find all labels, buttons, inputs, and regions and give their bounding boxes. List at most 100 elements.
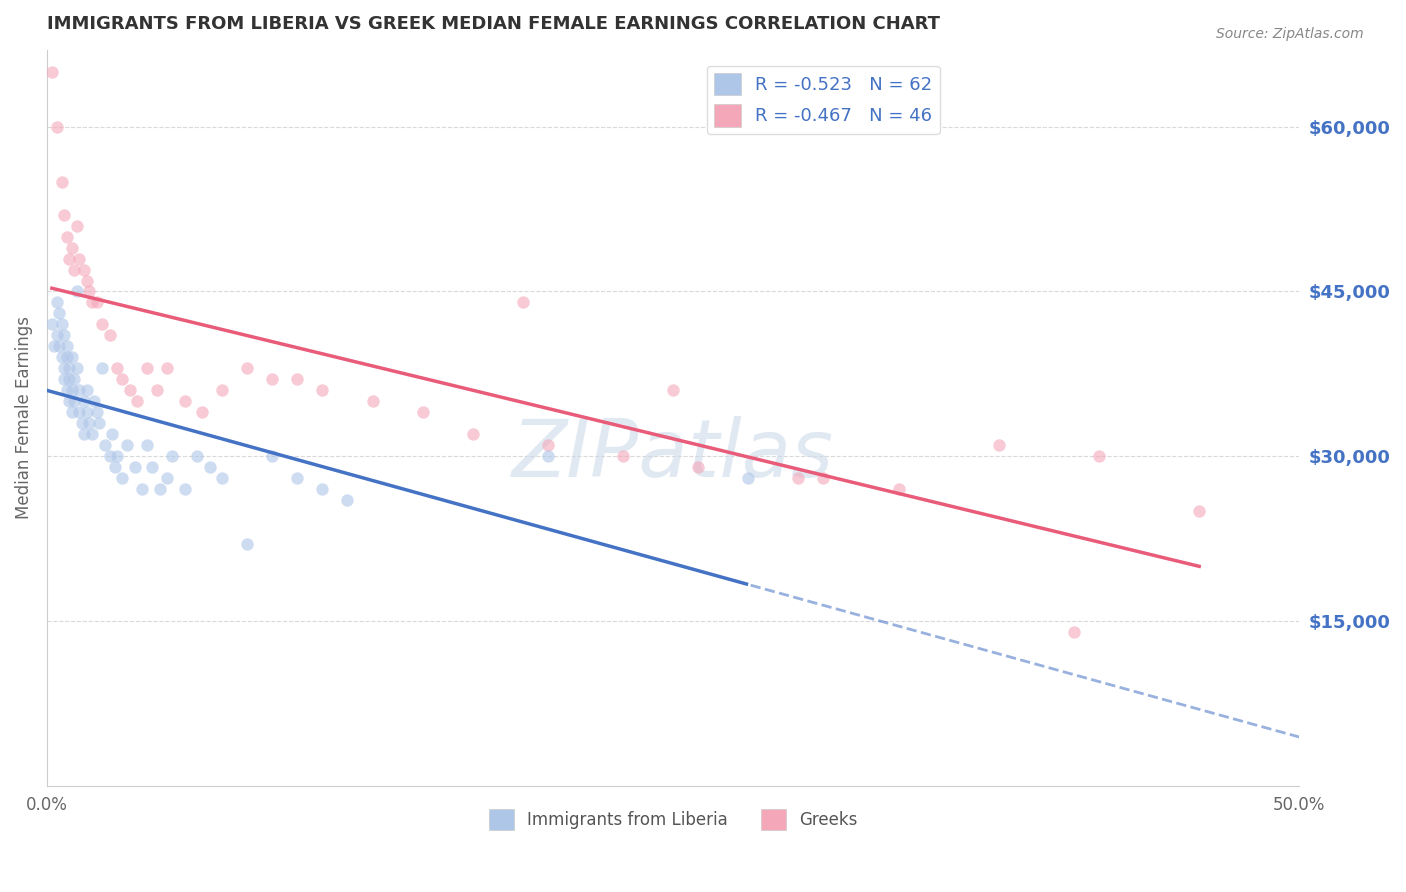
Point — [79, 417, 101, 431]
Point — [69, 384, 91, 398]
Point — [63, 262, 86, 277]
Point — [412, 405, 434, 419]
Point — [662, 384, 685, 398]
Point — [262, 449, 284, 463]
Y-axis label: Median Female Earnings: Median Female Earnings — [15, 317, 32, 519]
Point — [887, 482, 910, 496]
Point — [311, 482, 333, 496]
Point — [69, 252, 91, 266]
Point — [124, 460, 146, 475]
Point — [537, 449, 560, 463]
Point — [101, 427, 124, 442]
Point — [79, 285, 101, 299]
Point — [156, 471, 179, 485]
Point — [1063, 625, 1085, 640]
Point — [149, 482, 172, 496]
Point — [56, 351, 79, 365]
Point — [51, 175, 73, 189]
Point — [91, 318, 114, 332]
Point — [287, 471, 309, 485]
Point — [361, 394, 384, 409]
Text: IMMIGRANTS FROM LIBERIA VS GREEK MEDIAN FEMALE EARNINGS CORRELATION CHART: IMMIGRANTS FROM LIBERIA VS GREEK MEDIAN … — [46, 15, 939, 33]
Point — [66, 285, 89, 299]
Point — [136, 438, 159, 452]
Point — [48, 306, 70, 320]
Point — [66, 361, 89, 376]
Point — [51, 318, 73, 332]
Point — [58, 252, 80, 266]
Point — [63, 372, 86, 386]
Point — [211, 384, 233, 398]
Point — [63, 394, 86, 409]
Point — [86, 295, 108, 310]
Point — [45, 120, 67, 134]
Point — [111, 372, 134, 386]
Point — [51, 351, 73, 365]
Point — [160, 449, 183, 463]
Point — [41, 64, 63, 78]
Point — [146, 384, 169, 398]
Point — [311, 384, 333, 398]
Point — [512, 295, 534, 310]
Point — [118, 384, 141, 398]
Point — [688, 460, 710, 475]
Point — [173, 394, 195, 409]
Point — [141, 460, 163, 475]
Point — [60, 241, 83, 255]
Point — [115, 438, 138, 452]
Point — [156, 361, 179, 376]
Point — [198, 460, 221, 475]
Point — [131, 482, 153, 496]
Point — [58, 361, 80, 376]
Point — [76, 384, 98, 398]
Legend: Immigrants from Liberia, Greeks: Immigrants from Liberia, Greeks — [482, 803, 865, 837]
Point — [461, 427, 484, 442]
Point — [1088, 449, 1111, 463]
Point — [41, 318, 63, 332]
Point — [173, 482, 195, 496]
Point — [737, 471, 759, 485]
Point — [44, 339, 66, 353]
Point — [76, 405, 98, 419]
Point — [53, 208, 76, 222]
Point — [236, 537, 259, 551]
Point — [56, 384, 79, 398]
Point — [48, 339, 70, 353]
Point — [66, 219, 89, 233]
Point — [91, 361, 114, 376]
Point — [58, 372, 80, 386]
Point — [537, 438, 560, 452]
Point — [136, 361, 159, 376]
Point — [191, 405, 214, 419]
Point — [98, 449, 121, 463]
Point — [103, 460, 125, 475]
Point — [83, 394, 105, 409]
Point — [73, 262, 96, 277]
Point — [787, 471, 810, 485]
Point — [80, 427, 103, 442]
Point — [53, 361, 76, 376]
Point — [89, 417, 111, 431]
Point — [76, 273, 98, 287]
Point — [86, 405, 108, 419]
Point — [1188, 504, 1211, 518]
Point — [612, 449, 634, 463]
Point — [53, 328, 76, 343]
Point — [60, 384, 83, 398]
Point — [69, 405, 91, 419]
Point — [70, 417, 93, 431]
Text: Source: ZipAtlas.com: Source: ZipAtlas.com — [1216, 27, 1364, 41]
Point — [58, 394, 80, 409]
Point — [73, 427, 96, 442]
Point — [211, 471, 233, 485]
Point — [336, 493, 359, 508]
Point — [186, 449, 208, 463]
Point — [56, 229, 79, 244]
Text: ZIPatlas: ZIPatlas — [512, 416, 834, 493]
Point — [45, 295, 67, 310]
Point — [53, 372, 76, 386]
Point — [73, 394, 96, 409]
Point — [56, 339, 79, 353]
Point — [60, 405, 83, 419]
Point — [93, 438, 115, 452]
